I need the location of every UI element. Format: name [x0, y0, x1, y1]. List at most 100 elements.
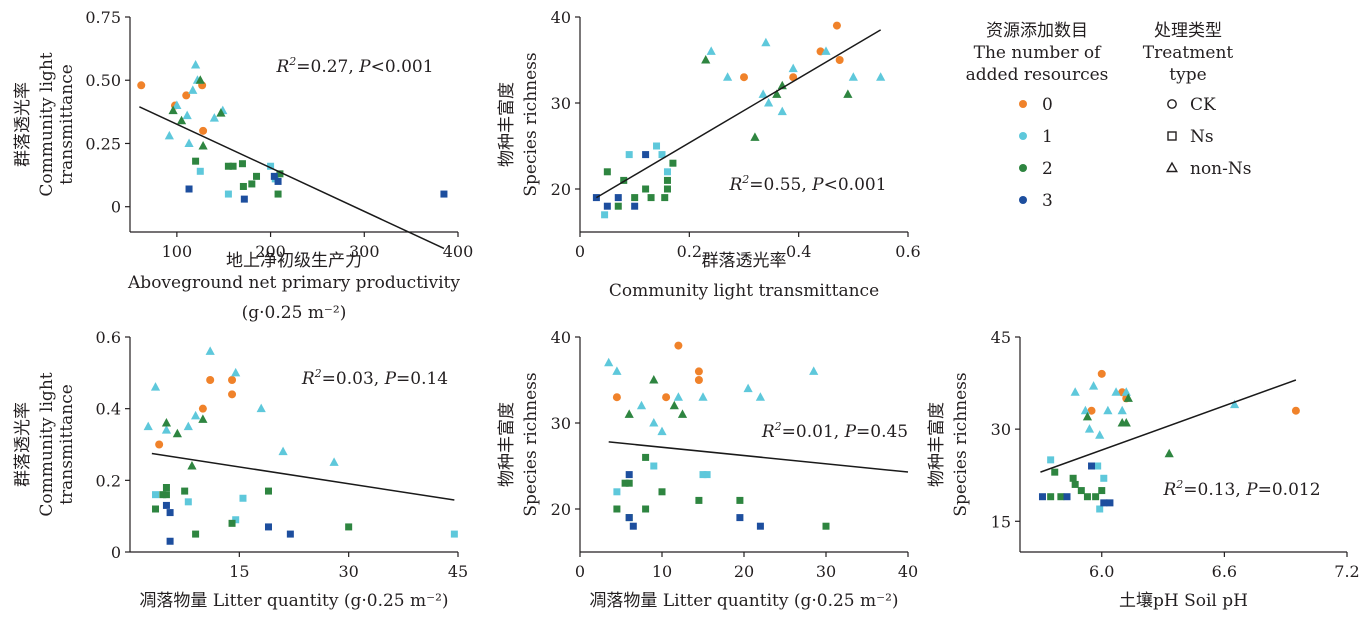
legend-label: 3: [1042, 191, 1053, 211]
panel-e: 6.0 6.6 7.2 15 30 45 土壤pH Soil pH 物种丰富度 Species …: [927, 328, 1360, 611]
y-tick-label: 0.6: [96, 328, 121, 347]
legend-type-title-en-2: type: [1169, 65, 1206, 85]
x-tick-label: 0: [575, 562, 585, 581]
y-axis-title: Community light: [37, 372, 57, 516]
data-point: [184, 498, 192, 506]
data-point: [777, 106, 787, 116]
regression-line: [596, 29, 882, 199]
y-axis-title: 物种丰富度: [497, 82, 517, 167]
data-point: [658, 151, 666, 159]
x-tick-label: 400: [443, 242, 474, 261]
data-point: [642, 151, 650, 159]
data-point: [603, 168, 611, 176]
data-point: [625, 151, 633, 159]
regression-line: [139, 106, 445, 250]
data-point: [1070, 387, 1080, 396]
data-point: [1103, 405, 1113, 415]
data-point: [152, 505, 160, 513]
legend-item-resource-0: 0: [1019, 95, 1053, 115]
data-point: [162, 491, 170, 499]
legend-item-resource-3: 3: [1019, 191, 1053, 211]
data-point: [162, 484, 170, 491]
data-point: [152, 491, 160, 499]
data-point: [604, 357, 614, 367]
data-point: [161, 418, 172, 427]
data-point: [1111, 387, 1121, 396]
stat-annotation: R2=0.03, P=0.14: [301, 367, 448, 389]
data-point: [736, 496, 744, 504]
data-point: [228, 519, 236, 527]
y-tick-label: 0: [111, 198, 121, 217]
data-point: [756, 522, 764, 530]
x-axis-title: 凋落物量 Litter quantity (g·0.25 m⁻²): [589, 591, 898, 611]
data-point: [612, 366, 622, 375]
data-point: [876, 72, 886, 81]
data-point: [631, 194, 639, 202]
data-point: [631, 202, 639, 210]
data-point: [1121, 418, 1131, 427]
data-point: [1047, 493, 1055, 501]
data-point: [669, 159, 677, 167]
data-point: [183, 421, 193, 431]
x-tick-label: 100: [162, 242, 193, 261]
x-axis-title: 群落透光率: [702, 251, 787, 271]
data-point: [1047, 456, 1055, 464]
data-point: [224, 162, 232, 170]
data-point: [1088, 381, 1099, 390]
x-tick-label: 40: [898, 562, 918, 581]
x-tick-label: 300: [349, 242, 380, 261]
legend-label: 0: [1042, 95, 1053, 115]
data-point: [1080, 405, 1090, 415]
data-point: [663, 176, 671, 184]
data-point: [450, 530, 458, 538]
data-point: [701, 55, 711, 64]
data-point: [809, 366, 819, 375]
legend-resources-title-cn: 资源添加数目: [986, 21, 1088, 41]
data-point: [694, 376, 703, 384]
x-tick-label: 0.4: [786, 242, 811, 261]
data-point: [209, 113, 219, 122]
data-point: [789, 73, 798, 82]
legend-label: non-Ns: [1190, 159, 1251, 179]
data-point: [1088, 462, 1096, 470]
data-point: [736, 514, 744, 522]
data-point: [205, 346, 215, 355]
data-point: [192, 157, 200, 165]
data-point: [155, 440, 164, 449]
y-axis-title: 群落透光率: [13, 82, 33, 167]
data-point: [229, 162, 237, 170]
x-tick-label: 200: [255, 242, 286, 261]
stat-annotation: R2=0.13, P=0.012: [1162, 478, 1320, 500]
data-point: [636, 400, 647, 410]
data-point: [239, 494, 247, 502]
legend-dot: [1019, 100, 1027, 108]
legend-treatment-types: CK Ns non-Ns: [1166, 95, 1251, 179]
data-point: [184, 138, 194, 147]
data-point: [188, 85, 198, 94]
data-point: [1117, 405, 1127, 415]
x-tick-label: 6.6: [1212, 562, 1237, 581]
data-point: [172, 428, 182, 438]
data-point: [647, 194, 655, 202]
data-point: [629, 522, 637, 530]
data-point: [650, 462, 658, 470]
data-point: [216, 108, 226, 117]
data-point: [248, 180, 256, 188]
data-point: [182, 110, 192, 120]
data-point: [1106, 499, 1114, 507]
data-point: [1100, 499, 1108, 507]
data-point: [196, 167, 204, 175]
data-point: [159, 491, 167, 499]
stat-annotation: R2=0.55, P<0.001: [728, 173, 886, 195]
data-point: [822, 522, 830, 530]
data-point: [669, 400, 679, 410]
data-point: [440, 190, 448, 198]
x-tick-label: 0.6: [895, 242, 920, 261]
legend-label: CK: [1190, 95, 1216, 115]
y-tick-label: 30: [551, 414, 571, 433]
regression-line: [151, 452, 455, 501]
x-tick-label: 0.2: [677, 242, 702, 261]
y-tick-label: 0.25: [85, 134, 121, 153]
data-point: [698, 392, 708, 401]
